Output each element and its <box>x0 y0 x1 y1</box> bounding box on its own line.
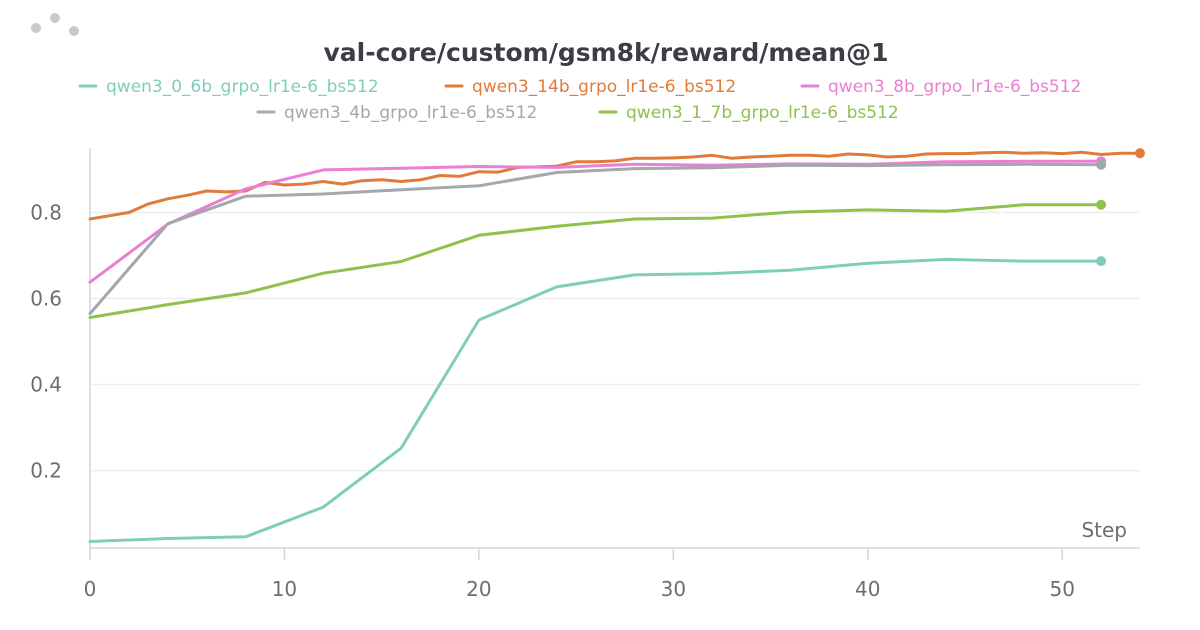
legend-entry[interactable]: qwen3_0_6b_grpo_lr1e-6_bs512 <box>106 77 379 97</box>
series-end-marker-3 <box>1096 159 1107 170</box>
series-line-1[interactable] <box>88 150 1142 221</box>
chart-legend: qwen3_0_6b_grpo_lr1e-6_bs512 qwen3_14b_gr… <box>78 77 1081 123</box>
legend-entry[interactable]: qwen3_4b_grpo_lr1e-6_bs512 <box>284 103 537 123</box>
series-end-marker-4 <box>1096 199 1107 210</box>
x-tick-label: 50 <box>1049 577 1074 601</box>
y-tick-label: 0.4 <box>30 373 62 397</box>
drag-handle-dots-icon[interactable] <box>26 10 86 42</box>
y-tick-label: 0.8 <box>30 201 62 225</box>
y-tick-labels: 0.2 0.4 0.6 0.8 <box>30 201 62 483</box>
series-end-marker-0 <box>1096 256 1107 267</box>
x-tick-label: 0 <box>84 577 97 601</box>
x-axis-label: Step <box>1081 518 1127 542</box>
series-line-0[interactable] <box>88 257 1103 543</box>
x-tick-label: 10 <box>272 577 297 601</box>
x-tick-label: 40 <box>855 577 880 601</box>
x-tick-label: 30 <box>661 577 686 601</box>
series-line-4[interactable] <box>88 203 1103 319</box>
x-tick-labels: 0 10 20 30 40 50 <box>84 548 1075 601</box>
legend-entry[interactable]: qwen3_1_7b_grpo_lr1e-6_bs512 <box>626 103 899 123</box>
legend-entry[interactable]: qwen3_14b_grpo_lr1e-6_bs512 <box>472 77 736 97</box>
y-tick-label: 0.2 <box>30 459 62 483</box>
series-line-3[interactable] <box>88 162 1103 316</box>
chart-title: val-core/custom/gsm8k/reward/mean@1 <box>324 38 889 67</box>
legend-entry[interactable]: qwen3_8b_grpo_lr1e-6_bs512 <box>828 77 1081 97</box>
grid-lines <box>90 211 1140 472</box>
y-tick-label: 0.6 <box>30 287 62 311</box>
series-line-2[interactable] <box>88 159 1103 284</box>
series-end-marker-1 <box>1135 148 1145 159</box>
axes <box>89 148 1140 560</box>
plot-area <box>88 148 1145 543</box>
x-tick-label: 20 <box>466 577 491 601</box>
